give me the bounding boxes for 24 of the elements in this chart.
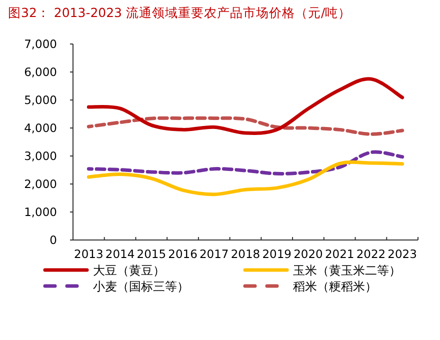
x-tick-label: 2017 (199, 247, 229, 261)
x-tick-label: 2021 (324, 247, 354, 261)
y-tick-label: 0 (50, 233, 57, 247)
y-tick-label: 2,000 (24, 177, 57, 191)
x-tick-label: 2013 (74, 247, 104, 261)
legend-label: 稻米（粳稻米） (293, 280, 377, 294)
y-tick-label: 5,000 (24, 93, 57, 107)
x-tick-label: 2016 (168, 247, 198, 261)
y-tick-label: 6,000 (24, 65, 57, 79)
x-tick-label: 2015 (136, 247, 166, 261)
x-tick-label: 2019 (262, 247, 292, 261)
y-tick-label: 7,000 (24, 37, 57, 51)
y-tick-label: 4,000 (24, 121, 57, 135)
x-tick-label: 2014 (105, 247, 135, 261)
x-tick-label: 2022 (356, 247, 386, 261)
legend-label: 大豆（黄豆） (93, 264, 165, 278)
x-tick-label: 2018 (230, 247, 260, 261)
legend-label: 玉米（黄玉米二等） (293, 264, 401, 278)
y-tick-label: 1,000 (24, 205, 57, 219)
legend-label: 小麦（国标三等） (93, 280, 189, 294)
title: 图32： 2013-2023 流通领域重要农产品市场价格（元/吨） (8, 5, 352, 20)
x-tick-label: 2020 (294, 247, 323, 261)
y-tick-label: 3,000 (24, 149, 57, 163)
x-tick-label: 2023 (388, 247, 417, 261)
